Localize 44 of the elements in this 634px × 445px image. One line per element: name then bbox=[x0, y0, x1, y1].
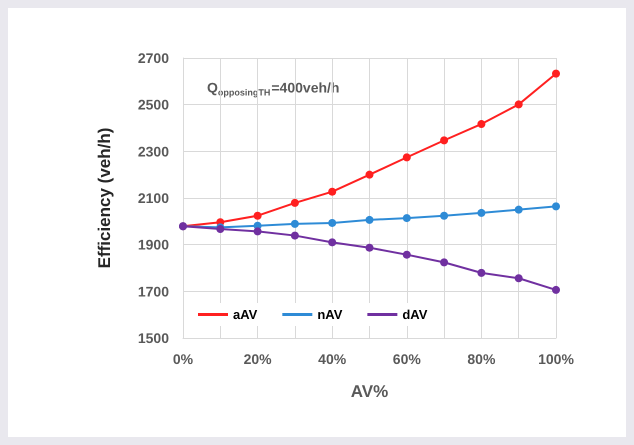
y-tick-label: 1900 bbox=[138, 236, 170, 253]
point bbox=[290, 198, 299, 207]
y-tick-label: 1700 bbox=[138, 283, 170, 300]
point bbox=[477, 120, 486, 128]
point bbox=[402, 214, 411, 222]
legend-label: aAV bbox=[233, 307, 258, 322]
point bbox=[402, 250, 411, 259]
point bbox=[290, 220, 299, 228]
y-tick-label: 2700 bbox=[138, 50, 170, 66]
point bbox=[254, 227, 262, 236]
x-tick-label: 100% bbox=[538, 351, 574, 367]
y-tick-label: 2500 bbox=[138, 96, 170, 113]
x-tick-label: 0% bbox=[172, 351, 194, 367]
point bbox=[290, 232, 299, 240]
x-tick-label: 40% bbox=[318, 351, 347, 367]
x-tick-label: 20% bbox=[244, 351, 272, 367]
point bbox=[514, 100, 523, 108]
point bbox=[402, 153, 411, 162]
point bbox=[328, 238, 336, 246]
point bbox=[366, 216, 374, 224]
legend-label: nAV bbox=[317, 307, 343, 322]
x-tick-label: 80% bbox=[467, 351, 496, 367]
y-tick-label: 2100 bbox=[138, 190, 170, 206]
point bbox=[440, 212, 448, 220]
x-tick-label: 60% bbox=[392, 351, 422, 367]
point bbox=[366, 244, 374, 252]
point bbox=[552, 70, 560, 78]
point bbox=[514, 206, 523, 214]
point bbox=[328, 218, 336, 227]
legend-label: dAV bbox=[402, 307, 428, 322]
point bbox=[328, 188, 336, 196]
point bbox=[440, 136, 448, 144]
y-axis-title: Efficiency (veh/h) bbox=[95, 128, 114, 268]
point bbox=[440, 258, 448, 266]
point bbox=[477, 268, 486, 277]
x-axis-title: AV% bbox=[350, 382, 388, 401]
point bbox=[552, 202, 560, 210]
point bbox=[254, 212, 262, 220]
y-tick-label: 1500 bbox=[138, 330, 170, 346]
point bbox=[477, 208, 486, 217]
point bbox=[514, 274, 523, 282]
y-tick-label: 2300 bbox=[138, 143, 170, 160]
point bbox=[366, 170, 374, 179]
point bbox=[552, 286, 560, 294]
